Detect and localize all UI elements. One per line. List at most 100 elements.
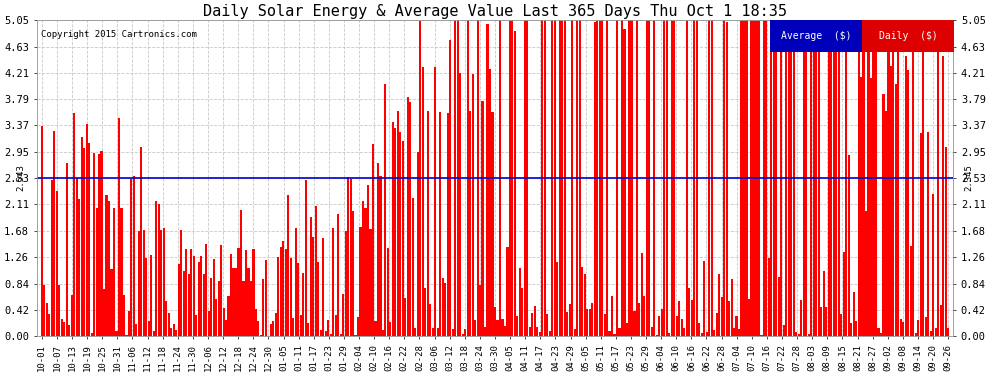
Bar — [634, 311, 636, 336]
Bar — [165, 301, 167, 336]
Bar — [534, 306, 536, 336]
Bar — [394, 128, 396, 336]
Bar — [745, 17, 747, 336]
Bar — [148, 321, 149, 336]
Text: Daily  ($): Daily ($) — [879, 31, 938, 41]
Bar — [499, 17, 501, 336]
Bar — [913, 17, 915, 336]
Bar — [895, 84, 897, 336]
Bar — [88, 142, 90, 336]
Text: Copyright 2015 Cartronics.com: Copyright 2015 Cartronics.com — [42, 30, 197, 39]
Bar — [297, 263, 299, 336]
Bar — [474, 320, 476, 336]
Bar — [80, 137, 83, 336]
Bar — [897, 17, 900, 336]
Bar — [731, 279, 733, 336]
Bar — [248, 268, 249, 336]
Bar — [865, 211, 867, 336]
Text: Average  ($): Average ($) — [781, 31, 851, 41]
Bar — [940, 304, 941, 336]
Bar — [359, 227, 361, 336]
Bar — [542, 17, 544, 336]
Bar — [655, 335, 658, 336]
Bar — [425, 288, 427, 336]
Bar — [108, 201, 110, 336]
Bar — [402, 141, 404, 336]
Bar — [357, 317, 359, 336]
Bar — [50, 180, 52, 336]
Bar — [619, 328, 621, 336]
Bar — [902, 322, 905, 336]
Bar — [755, 17, 757, 336]
Bar — [576, 17, 578, 336]
Bar — [160, 230, 162, 336]
Bar — [205, 244, 207, 336]
Bar — [629, 17, 631, 336]
Bar — [813, 17, 815, 336]
Bar — [223, 308, 225, 336]
Bar — [514, 31, 516, 336]
Bar — [626, 323, 628, 336]
Bar — [215, 299, 217, 336]
Bar — [947, 328, 949, 336]
Bar — [218, 280, 220, 336]
Bar — [203, 274, 205, 336]
Bar — [320, 330, 322, 336]
Bar — [46, 303, 48, 336]
Bar — [83, 148, 85, 336]
Bar — [233, 268, 235, 336]
Bar — [300, 315, 302, 336]
Bar — [435, 67, 437, 336]
Bar — [312, 237, 314, 336]
Bar — [788, 17, 790, 336]
Bar — [803, 17, 805, 336]
Bar — [225, 320, 227, 336]
Bar — [763, 17, 765, 336]
Bar — [317, 262, 319, 336]
Bar — [938, 41, 940, 336]
Bar — [210, 278, 212, 336]
Bar — [479, 285, 481, 336]
Bar — [63, 322, 65, 336]
Bar — [708, 17, 710, 336]
Bar — [918, 320, 920, 336]
Bar — [93, 153, 95, 336]
Bar — [621, 17, 623, 336]
Bar — [193, 256, 195, 336]
Bar — [716, 313, 718, 336]
Bar — [230, 254, 232, 336]
Bar — [136, 324, 138, 336]
Bar — [877, 328, 879, 336]
Bar — [185, 249, 187, 336]
Bar — [556, 262, 558, 336]
Bar — [733, 328, 736, 336]
Bar — [315, 206, 317, 336]
Bar — [501, 319, 504, 336]
Bar — [639, 303, 641, 336]
Bar — [678, 301, 680, 336]
Bar — [857, 47, 859, 336]
Bar — [539, 332, 541, 336]
Bar — [783, 325, 785, 336]
Bar — [681, 319, 683, 336]
Bar — [392, 122, 394, 336]
Bar — [698, 323, 700, 336]
Bar — [658, 316, 660, 336]
Bar — [645, 17, 648, 336]
Bar — [614, 334, 616, 336]
Bar — [310, 217, 312, 336]
Bar — [818, 17, 820, 336]
Bar — [920, 133, 922, 336]
Bar — [451, 329, 453, 336]
Bar — [686, 17, 688, 336]
Bar — [481, 101, 483, 336]
Bar — [228, 296, 230, 336]
Bar — [825, 308, 828, 336]
Bar — [596, 17, 598, 336]
Bar — [382, 330, 384, 336]
Bar — [870, 78, 872, 336]
Bar — [930, 331, 932, 336]
Bar — [290, 258, 292, 336]
Bar — [90, 333, 93, 336]
Bar — [449, 40, 451, 336]
